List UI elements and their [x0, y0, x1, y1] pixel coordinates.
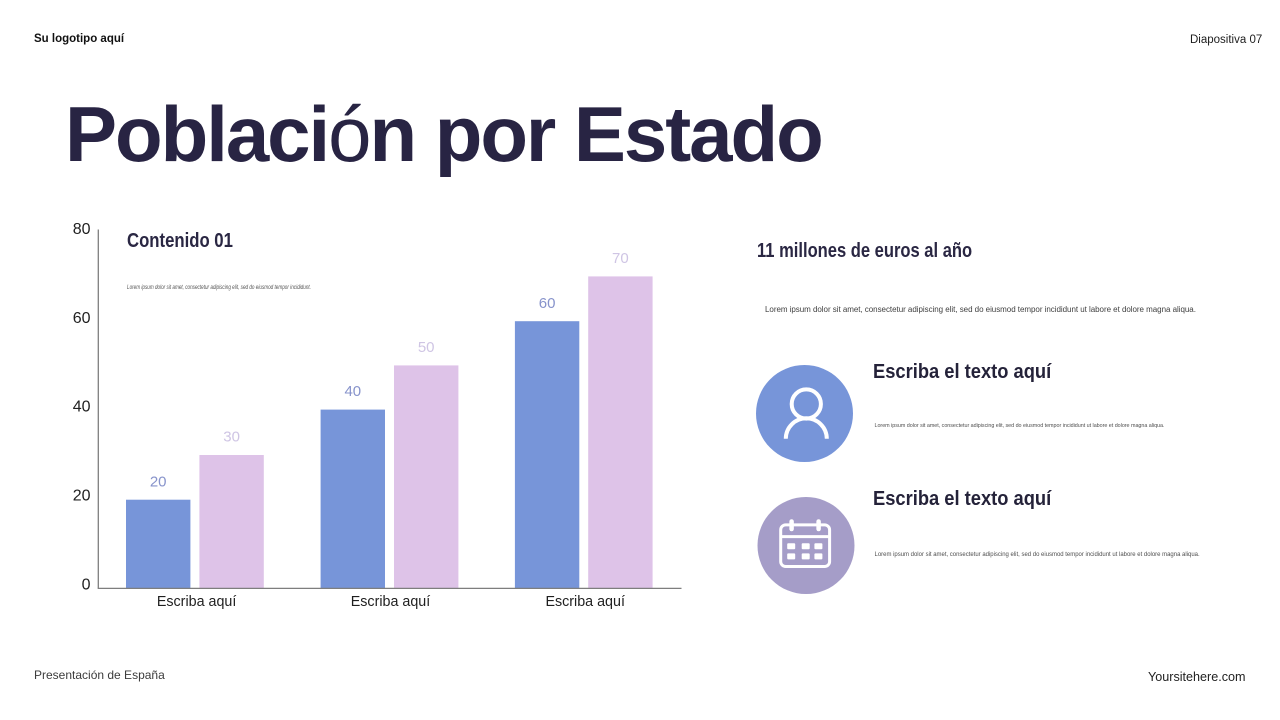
svg-text:Escriba aquí: Escriba aquí: [545, 594, 624, 610]
svg-text:Escriba aquí: Escriba aquí: [157, 594, 236, 610]
svg-text:40: 40: [73, 399, 91, 416]
svg-text:0: 0: [82, 577, 91, 594]
svg-text:20: 20: [150, 473, 167, 490]
svg-text:70: 70: [612, 250, 629, 267]
svg-text:80: 80: [73, 221, 91, 238]
svg-text:60: 60: [73, 310, 91, 327]
svg-text:50: 50: [418, 339, 435, 356]
svg-text:60: 60: [539, 295, 556, 312]
svg-text:40: 40: [344, 383, 361, 400]
svg-text:30: 30: [223, 429, 240, 446]
svg-text:Escriba aquí: Escriba aquí: [351, 594, 430, 610]
svg-text:20: 20: [73, 488, 91, 505]
